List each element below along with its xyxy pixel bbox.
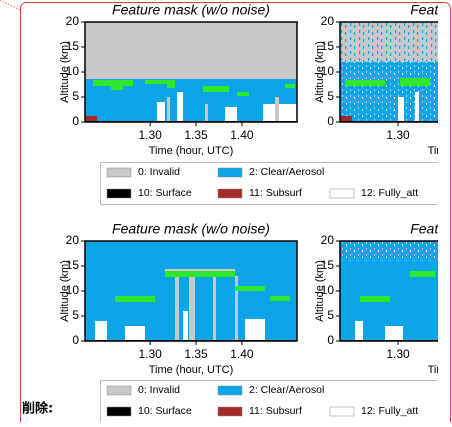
mask-image	[85, 241, 297, 341]
x-tick-label: 1.30	[138, 128, 162, 142]
legend-label: 10: Surface	[138, 187, 192, 199]
y-tick-label: 10	[66, 283, 80, 297]
legend-swatch	[217, 385, 243, 396]
x-tick-label: 1.35	[184, 347, 208, 361]
y-axis-label: Altitude (km)	[59, 41, 71, 103]
y-tick-label: 0	[72, 333, 79, 347]
legend-label: 11: Subsurf	[249, 405, 302, 417]
legend-label: 11: Subsurf	[249, 187, 302, 199]
legend-swatch	[217, 167, 243, 178]
mask-image	[340, 22, 438, 122]
panel-title: Feature ma	[410, 221, 452, 237]
deletion-label: 削除:	[22, 401, 53, 417]
legend-swatch	[106, 188, 132, 199]
legend-swatch	[106, 406, 132, 417]
y-tick-label: 15	[321, 39, 335, 53]
legend-label: 10: Surface	[138, 405, 192, 417]
y-tick-label: 5	[72, 89, 79, 103]
legend-label: 12: Fully_att	[361, 187, 418, 199]
x-tick-label: 1.40	[230, 128, 254, 142]
y-tick-label: 5	[327, 308, 334, 322]
y-tick-label: 15	[66, 258, 80, 272]
y-tick-label: 20	[66, 14, 80, 28]
legend-box	[100, 380, 438, 422]
legend-swatch	[217, 188, 243, 199]
legend-swatch	[106, 385, 132, 396]
y-tick-label: 5	[72, 308, 79, 322]
y-tick-label: 0	[72, 114, 79, 128]
y-tick-label: 0	[327, 333, 334, 347]
y-tick-label: 15	[321, 258, 335, 272]
legend-swatch	[329, 188, 355, 199]
legend-label: 2: Clear/Aerosol	[249, 166, 324, 178]
legend-box	[100, 162, 438, 205]
legend-swatch	[217, 406, 243, 417]
legend-label: 12: Fully_att	[361, 405, 418, 417]
y-tick-label: 20	[321, 14, 335, 28]
y-tick-label: 10	[321, 64, 335, 78]
y-tick-label: 10	[321, 283, 335, 297]
y-tick-label: 0	[327, 114, 334, 128]
mask-image	[340, 241, 438, 341]
x-tick-label: 1.35	[184, 128, 208, 142]
comment-connector	[0, 0, 21, 11]
x-tick-label: 1.40	[230, 347, 254, 361]
y-tick-label: 15	[66, 39, 80, 53]
x-tick-label: 1.30	[386, 128, 410, 142]
y-axis-label: Altitude (km)	[59, 260, 71, 322]
mask-image	[85, 22, 297, 122]
y-tick-label: 20	[321, 233, 335, 247]
y-axis-label: Altitude (km)	[314, 41, 326, 103]
x-axis-label: Time (h	[428, 364, 452, 376]
deletion-balloon	[20, 2, 451, 427]
legend-label: 0: Invalid	[138, 166, 180, 178]
x-tick-label: 1.30	[138, 347, 162, 361]
figure: Feature mask (w/o noise) 0 5 10 15 20 1.30 1.35…	[59, 2, 452, 422]
x-axis-label: Time (h	[428, 145, 452, 157]
x-axis-label: Time (hour, UTC)	[149, 364, 234, 376]
y-axis-label: Altitude (km)	[314, 260, 326, 322]
panel-title: Feature mask (w/o noise)	[112, 221, 270, 237]
y-tick-label: 5	[327, 89, 334, 103]
x-tick-label: 1.30	[386, 347, 410, 361]
legend-swatch	[329, 406, 355, 417]
legend-label: 2: Clear/Aerosol	[249, 384, 324, 396]
panel-title: Feature mask (w/o noise)	[112, 2, 270, 18]
y-tick-label: 20	[66, 233, 80, 247]
panel-title: Feature ma	[410, 2, 452, 18]
y-tick-label: 10	[66, 64, 80, 78]
legend-label: 0: Invalid	[138, 384, 180, 396]
legend-swatch	[106, 167, 132, 178]
x-axis-label: Time (hour, UTC)	[149, 145, 234, 157]
